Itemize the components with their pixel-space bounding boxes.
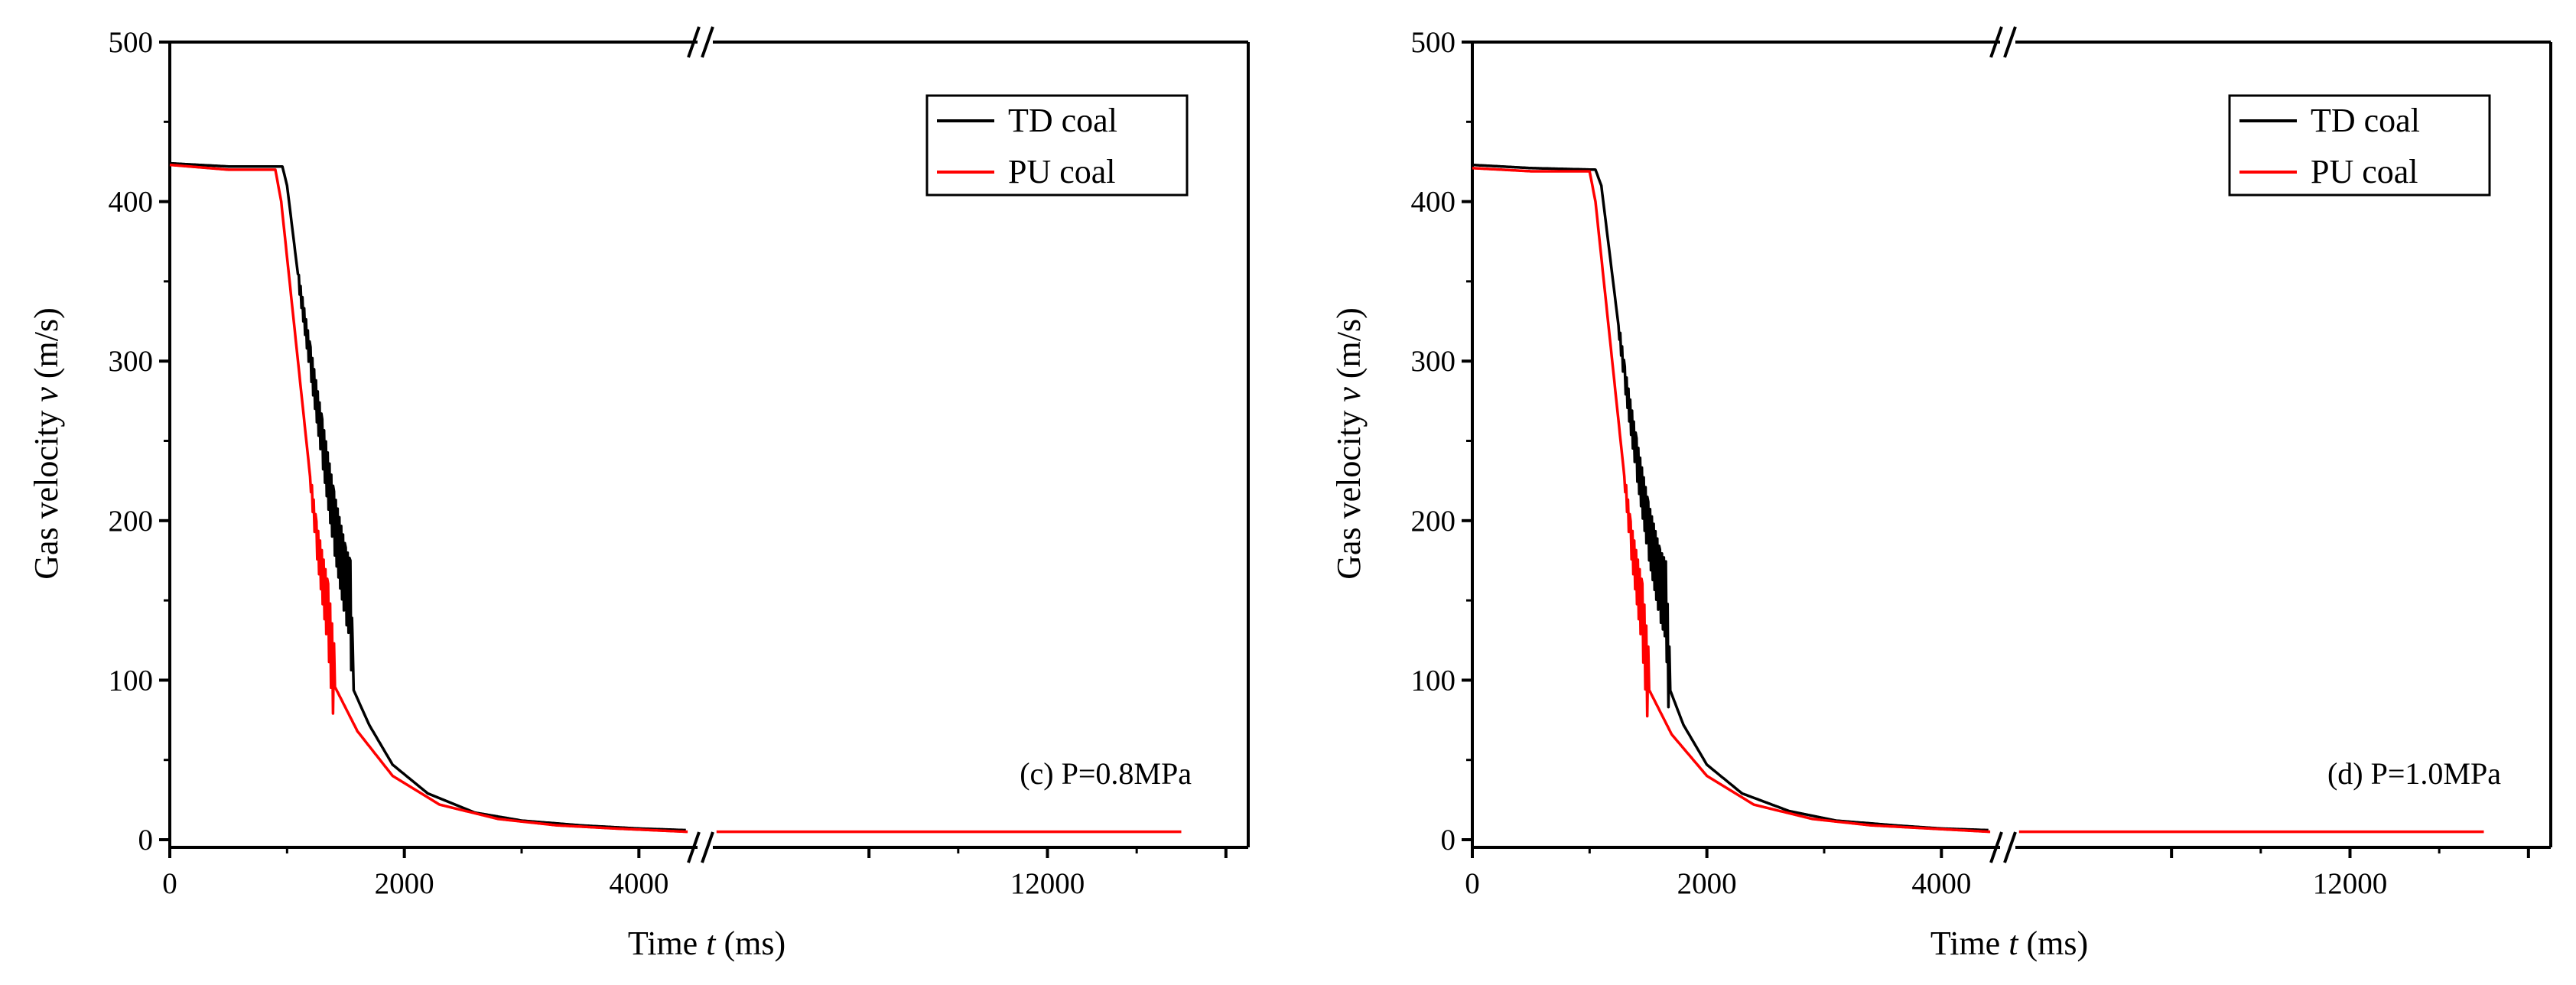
y-tick-label: 500 xyxy=(1411,26,1456,59)
x-tick-label: 4000 xyxy=(609,867,668,900)
y-tick-label: 100 xyxy=(1411,664,1456,697)
series-line-td-coal xyxy=(169,161,687,832)
y-tick-label: 100 xyxy=(109,664,154,697)
y-axis-title: Gas velocity v (m/s) xyxy=(1330,307,1368,580)
x-tick-label: 4000 xyxy=(1911,867,1971,900)
legend-label-pu-coal: PU coal xyxy=(2311,153,2418,190)
panel-annotation: (d) P=1.0MPa xyxy=(2327,756,2501,791)
legend-label-td-coal: TD coal xyxy=(1008,102,1117,139)
x-tick-label: 12000 xyxy=(2313,867,2388,900)
x-axis-ticks: 0 2000 4000 12000 xyxy=(162,847,1228,900)
legend: TD coal PU coal xyxy=(2228,94,2491,197)
axis-break-bottom xyxy=(687,831,714,863)
x-tick-label: 12000 xyxy=(1010,867,1085,900)
y-axis-ticks: 0 100 200 300 400 500 xyxy=(1411,26,1472,857)
series-line-pu-coal xyxy=(169,163,688,834)
y-tick-label: 400 xyxy=(1411,186,1456,219)
y-tick-label: 200 xyxy=(109,505,154,538)
x-axis-ticks: 0 2000 4000 12000 xyxy=(1465,847,2530,900)
chart-panel-c: 0 100 200 300 400 500 0 2000 4000 12000 TD coal … xyxy=(28,26,1250,962)
y-tick-label: 500 xyxy=(109,26,154,59)
x-tick-label: 0 xyxy=(1465,867,1480,900)
y-axis-title: Gas velocity v (m/s) xyxy=(28,307,65,580)
series-line-pu-coal xyxy=(1472,167,1991,834)
y-tick-label: 300 xyxy=(109,345,154,378)
series-line-td-coal xyxy=(1472,163,1989,832)
plot-frame xyxy=(1471,41,2552,849)
series-layer xyxy=(169,161,1182,834)
series-layer xyxy=(1472,163,2484,834)
y-tick-label: 0 xyxy=(138,824,154,857)
legend-box xyxy=(2228,94,2491,197)
legend-label-td-coal: TD coal xyxy=(2311,102,2420,139)
x-tick-label: 0 xyxy=(162,867,177,900)
y-tick-label: 400 xyxy=(109,186,154,219)
axis-break-bottom xyxy=(1989,831,2017,863)
y-tick-label: 300 xyxy=(1411,345,1456,378)
y-tick-label: 0 xyxy=(1441,824,1456,857)
x-tick-label: 2000 xyxy=(375,867,434,900)
legend-box xyxy=(925,94,1189,197)
axis-break-top xyxy=(687,26,714,58)
panel-annotation: (c) P=0.8MPa xyxy=(1020,756,1192,791)
x-tick-label: 2000 xyxy=(1677,867,1737,900)
plot-frame xyxy=(168,41,1250,849)
y-axis-ticks: 0 100 200 300 400 500 xyxy=(109,26,170,857)
x-axis-title: Time t (ms) xyxy=(1930,925,2088,962)
axis-break-top xyxy=(1989,26,2017,58)
x-axis-title: Time t (ms) xyxy=(628,925,785,962)
chart-panel-d: 0 100 200 300 400 500 0 2000 4000 12000 TD coal … xyxy=(1330,26,2552,962)
y-tick-label: 200 xyxy=(1411,505,1456,538)
legend-label-pu-coal: PU coal xyxy=(1008,153,1116,190)
legend: TD coal PU coal xyxy=(925,94,1189,197)
